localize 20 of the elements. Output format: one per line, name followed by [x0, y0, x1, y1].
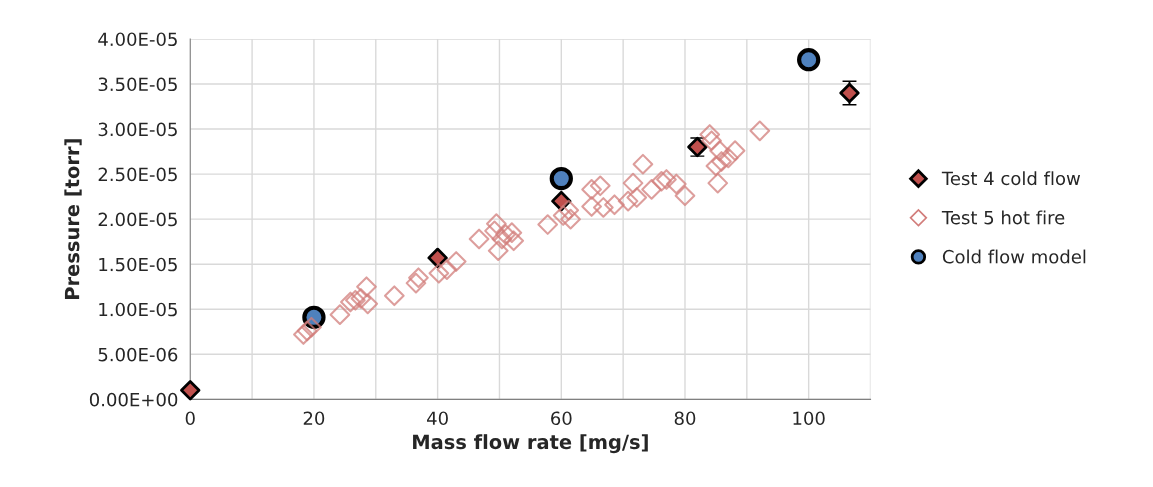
y-tick-label: 3.00E-05 [98, 122, 177, 137]
y-axis-title: Pressure [torr] [64, 139, 82, 299]
y-tick-label: 5.00E-06 [98, 347, 178, 362]
legend-label: Test 4 cold flow [941, 171, 1081, 186]
x-tick-label: 20 [303, 411, 325, 426]
x-tick-label: 100 [793, 411, 825, 426]
x-tick-label: 80 [674, 411, 696, 426]
y-tick-label: 2.50E-05 [98, 167, 177, 182]
y-tick-label: 1.00E-05 [99, 302, 177, 317]
y-tick-label: 0.00E+00 [89, 392, 178, 407]
y-tick-label: 2.00E-05 [98, 212, 177, 227]
y-tick-label: 1.50E-05 [99, 257, 177, 272]
y-tick-label: 4.00E-05 [98, 32, 177, 47]
x-tick-label: 60 [551, 411, 572, 426]
legend-label: Cold flow model [942, 249, 1086, 264]
x-tick-label: 0 [185, 411, 195, 426]
x-tick-label: 40 [427, 411, 448, 426]
legend-label: Test 5 hot fire [941, 210, 1065, 225]
x-axis-title: Mass flow rate [mg/s] [413, 434, 648, 454]
y-tick-label: 3.50E-05 [98, 77, 177, 92]
